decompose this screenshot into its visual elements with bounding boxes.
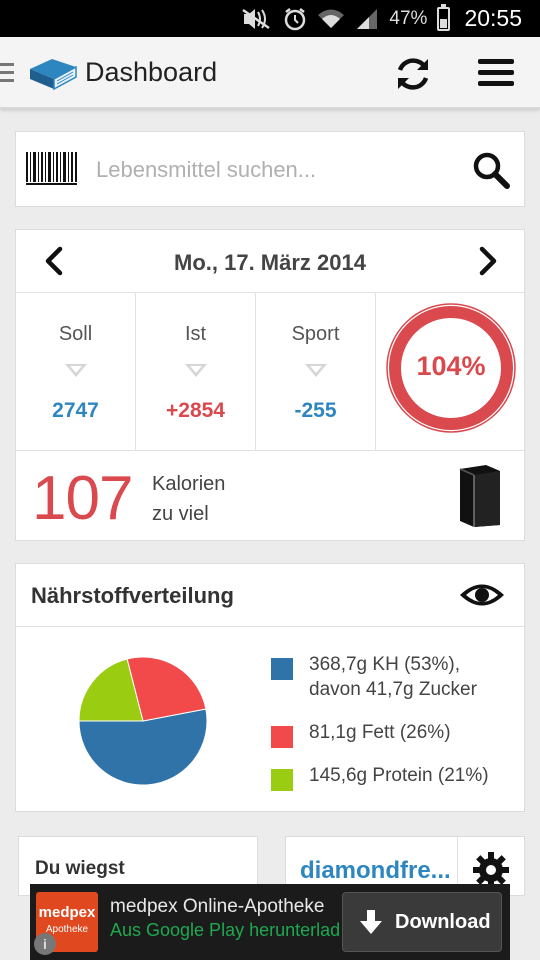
alarm-icon (285, 7, 306, 30)
legend-label: 145,6g Protein (21%) (309, 765, 489, 786)
user-name[interactable]: diamondfre... (300, 857, 450, 884)
chevron-right-icon[interactable] (470, 244, 504, 278)
progress-percent: 104% (416, 351, 486, 381)
ad-banner[interactable]: medpex Apotheke i medpex Online-Apotheke… (30, 884, 510, 960)
stat-label: Soll (58, 323, 93, 345)
ad-info-icon[interactable]: i (34, 933, 56, 955)
signal-icon (357, 8, 378, 29)
page-title: Dashboard (85, 57, 218, 87)
calorie-difference: 107 (32, 464, 133, 533)
daily-summary-card: Mo., 17. März 2014 Soll 2747 Ist +2854 S… (15, 229, 525, 541)
ad-title[interactable]: medpex Online-Apotheke (110, 896, 325, 917)
menu-icon[interactable] (478, 59, 518, 89)
stat-soll[interactable]: Soll 2747 (16, 293, 136, 451)
gear-icon[interactable] (472, 851, 510, 889)
status-icons: 47% 20:55 (241, 0, 522, 37)
refresh-icon[interactable] (392, 53, 434, 95)
legend-swatch (271, 658, 293, 680)
download-label: Download (395, 911, 491, 933)
legend-swatch (271, 769, 293, 791)
barcode-icon[interactable] (26, 152, 78, 186)
legend-swatch (271, 726, 293, 748)
download-icon (360, 910, 382, 934)
stat-label: Sport (291, 323, 340, 345)
drawer-indicator-icon[interactable] (0, 63, 14, 83)
pie-slice-fett (126, 656, 207, 722)
nutrient-title: Nährstoffverteilung (31, 583, 234, 608)
eye-icon[interactable] (458, 580, 506, 610)
legend-item-fett: 81,1g Fett (26%) (271, 720, 521, 748)
ad-logo-text: medpex (38, 904, 96, 921)
nutrient-card: Nährstoffverteilung 368,7g KH (53%), dav… (15, 563, 525, 812)
triangle-down-icon (305, 364, 327, 377)
calorie-stats: Soll 2747 Ist +2854 Sport -255 104% (16, 293, 524, 451)
weight-label: Du wiegst (35, 858, 125, 879)
stat-value: 2747 (52, 399, 99, 422)
status-bar: 47% 20:55 (0, 0, 540, 37)
stat-value: +2854 (166, 399, 225, 422)
stat-ist[interactable]: Ist +2854 (136, 293, 256, 451)
current-date: Mo., 17. März 2014 (174, 250, 366, 275)
download-button[interactable]: Download (342, 892, 502, 952)
pie-slice-protein (78, 658, 144, 722)
action-bar: Dashboard (0, 37, 540, 109)
calorie-balance: 107 Kalorien zu viel (16, 451, 524, 541)
legend-label: 81,1g Fett (26%) (309, 722, 451, 743)
chevron-left-icon[interactable] (38, 244, 72, 278)
book-icon[interactable] (456, 465, 504, 527)
legend-item-protein: 145,6g Protein (21%) (271, 763, 521, 791)
stat-value: -255 (294, 399, 337, 422)
clock: 20:55 (464, 5, 522, 31)
ad-subtitle[interactable]: Aus Google Play herunterlad (110, 920, 341, 940)
battery-percent: 47% (389, 7, 428, 29)
triangle-down-icon (65, 364, 87, 377)
date-navigation: Mo., 17. März 2014 (16, 230, 524, 293)
legend-item-kh: 368,7g KH (53%), davon 41,7g Zucker (271, 652, 521, 702)
calorie-text-line2: zu viel (152, 503, 209, 525)
nutrient-header: Nährstoffverteilung (16, 564, 524, 627)
progress-ring (386, 303, 516, 433)
battery-icon (437, 3, 451, 31)
calorie-text-line1: Kalorien (152, 473, 226, 495)
stat-label: Ist (184, 323, 207, 345)
legend-label: 368,7g KH (53%), (309, 654, 461, 675)
app-logo-icon[interactable] (28, 55, 78, 91)
search-card (15, 131, 525, 207)
search-icon[interactable] (471, 150, 511, 190)
nutrient-legend: 368,7g KH (53%), davon 41,7g Zucker 81,1… (271, 652, 521, 806)
divider (457, 837, 458, 897)
search-input[interactable] (96, 152, 456, 188)
pie-slice-kh (78, 708, 208, 786)
ad-logo-subtext: Apotheke (45, 924, 89, 935)
triangle-down-icon (185, 364, 207, 377)
mute-icon (242, 8, 271, 29)
wifi-icon (318, 9, 345, 28)
nutrient-pie-chart (78, 656, 208, 786)
stat-sport[interactable]: Sport -255 (256, 293, 376, 451)
legend-sublabel: davon 41,7g Zucker (309, 679, 477, 700)
